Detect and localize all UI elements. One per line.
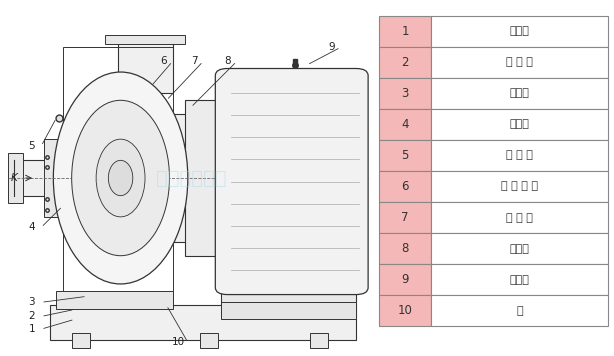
Text: 挡 水 圈: 挡 水 圈 [507, 213, 533, 222]
Bar [145, 157, 169, 199]
Text: 1: 1 [402, 25, 409, 38]
Bar [310, 334, 328, 347]
Bar [185, 100, 295, 256]
Text: 8: 8 [402, 242, 409, 255]
Bar [200, 334, 219, 347]
Bar [431, 171, 608, 202]
Text: 8: 8 [224, 57, 231, 67]
Text: 电　机: 电 机 [510, 275, 530, 285]
Bar [222, 302, 356, 319]
Text: 叶　轮: 叶 轮 [510, 119, 530, 129]
Bar [431, 233, 608, 264]
Bar [7, 153, 23, 203]
Bar [379, 109, 431, 140]
Text: 10: 10 [172, 337, 185, 347]
Bar [157, 150, 176, 206]
Bar [173, 114, 216, 242]
Text: 9: 9 [402, 273, 409, 286]
Text: 9: 9 [328, 42, 335, 52]
Bar [63, 47, 173, 305]
Bar [379, 171, 431, 202]
Text: 4: 4 [402, 118, 409, 131]
Text: 2: 2 [29, 312, 35, 321]
Bar [379, 202, 431, 233]
Text: 5: 5 [29, 141, 35, 151]
Text: K: K [10, 173, 17, 183]
Text: 10: 10 [398, 304, 413, 317]
Text: 取 压 孔: 取 压 孔 [507, 150, 533, 161]
Bar [379, 140, 431, 171]
Bar [44, 139, 66, 217]
Bar [72, 334, 90, 347]
Bar [136, 169, 319, 187]
Ellipse shape [53, 72, 188, 284]
FancyBboxPatch shape [216, 68, 368, 294]
Ellipse shape [72, 100, 169, 256]
Text: 泵　体: 泵 体 [510, 88, 530, 98]
Text: 永嘉龙洋泵阀: 永嘉龙洋泵阀 [155, 168, 226, 188]
Bar [379, 264, 431, 295]
Text: 轴: 轴 [516, 306, 523, 316]
Bar [379, 78, 431, 109]
Bar [431, 202, 608, 233]
Text: 机 械 密 封: 机 械 密 封 [501, 182, 538, 192]
Bar [379, 47, 431, 78]
Bar [431, 264, 608, 295]
Text: 3: 3 [402, 87, 409, 100]
Bar [379, 295, 431, 326]
Text: 6: 6 [402, 180, 409, 193]
Bar [431, 109, 608, 140]
Text: 端　盖: 端 盖 [510, 244, 530, 253]
Text: 6: 6 [160, 57, 166, 67]
Bar [117, 37, 173, 93]
Bar [431, 140, 608, 171]
Text: 7: 7 [402, 211, 409, 224]
Bar [379, 233, 431, 264]
Text: 3: 3 [29, 297, 35, 307]
Bar [431, 47, 608, 78]
Bar [14, 160, 63, 196]
Bar [431, 295, 608, 326]
Bar [105, 35, 185, 44]
Bar [56, 291, 173, 309]
Bar [379, 16, 431, 47]
Bar [431, 16, 608, 47]
Text: 放 水 孔: 放 水 孔 [507, 57, 533, 67]
Ellipse shape [108, 160, 133, 196]
Text: 4: 4 [29, 222, 35, 232]
Text: 底　座: 底 座 [510, 26, 530, 36]
Bar [50, 305, 356, 340]
Text: 5: 5 [402, 149, 409, 162]
Text: 7: 7 [190, 57, 197, 67]
Ellipse shape [96, 139, 145, 217]
Text: 1: 1 [29, 324, 35, 334]
Bar [222, 284, 356, 305]
Bar [431, 78, 608, 109]
Bar [219, 83, 234, 277]
Text: 2: 2 [402, 56, 409, 69]
